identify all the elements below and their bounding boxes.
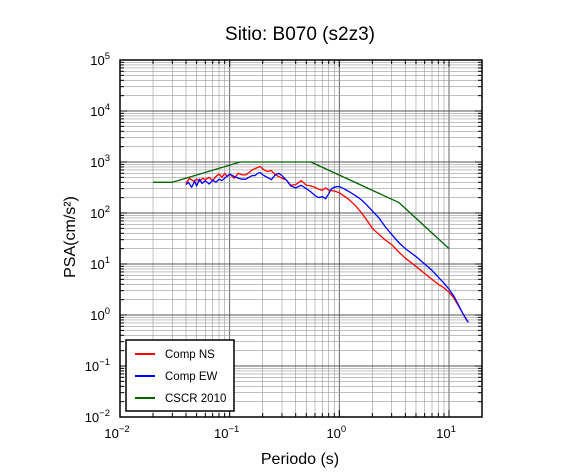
legend-label-ew: Comp EW <box>165 371 218 383</box>
y-tick-label: 10−1 <box>85 357 110 374</box>
x-tick-label: 10−2 <box>104 424 129 441</box>
y-tick-label: 105 <box>90 51 110 68</box>
y-tick-label: 102 <box>90 204 110 221</box>
grid-layer <box>119 59 483 418</box>
plot-frame <box>119 59 483 418</box>
x-tick-label: 10−1 <box>214 424 239 441</box>
y-tick-label: 10−2 <box>85 408 110 425</box>
y-axis-label: PSA(cm/s²) <box>62 196 79 278</box>
legend-label-cscr: CSCR 2010 <box>165 393 226 405</box>
y-tick-label: 103 <box>90 153 110 170</box>
x-tick-label: 100 <box>326 424 346 441</box>
legend-label-ns: Comp NS <box>165 349 215 361</box>
y-tick-label: 100 <box>90 306 110 323</box>
series-comp-ew-line <box>185 171 469 323</box>
series-cscr-2010-line <box>153 161 450 250</box>
series-comp-ns-line <box>185 165 469 323</box>
chart-title: Sitio: B070 (s2z3) <box>225 24 375 45</box>
y-tick-label: 104 <box>90 102 110 119</box>
x-axis-label: Periodo (s) <box>261 451 339 468</box>
x-tick-label: 101 <box>436 424 456 441</box>
legend: Comp NS Comp EW CSCR 2010 <box>125 339 235 412</box>
series-layer <box>153 161 469 323</box>
tick-layer: 10−2 10−1 100 101 10−2 10−1 100 101 102 103 104 105 <box>85 51 483 441</box>
y-tick-label: 101 <box>90 255 110 272</box>
